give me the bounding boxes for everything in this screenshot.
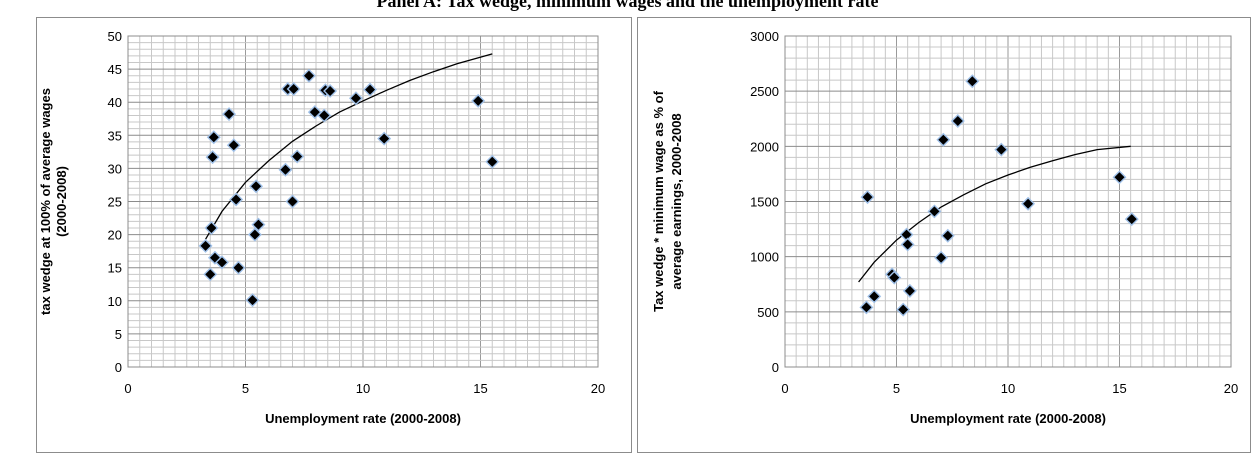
y-tick-label: 2000 (750, 139, 779, 154)
y-tick-label: 40 (108, 95, 122, 110)
y-tick-label: 50 (108, 29, 122, 44)
x-tick-label: 0 (781, 381, 788, 396)
data-point (286, 81, 301, 96)
data-point (1021, 196, 1036, 211)
chart-panel-right: 0 500 1000 1500 2000 2500 3000 0 5 10 15 20 Unemploy… (637, 17, 1251, 453)
data-point (231, 260, 246, 275)
y-tick-label: 15 (108, 261, 122, 276)
data-point (377, 131, 392, 146)
y-tick-label: 5 (115, 327, 122, 342)
data-point (203, 267, 218, 282)
data-point (222, 107, 237, 122)
data-point (900, 237, 915, 252)
data-point (206, 130, 221, 145)
y-tick-label: 1500 (750, 195, 779, 210)
page-title: Panel A: Tax wedge, minimum wages and th… (376, 0, 879, 11)
data-point (215, 255, 229, 270)
data-point (950, 113, 965, 128)
chart-panel-left: 0 5 10 15 20 25 30 35 40 45 50 0 5 10 15 20 Unemployment… (36, 17, 632, 453)
x-tick-label: 10 (1001, 381, 1015, 396)
x-tick-label: 5 (893, 381, 900, 396)
grid (784, 35, 1232, 368)
data-point (940, 228, 955, 243)
data-point (934, 250, 949, 265)
data-point (285, 194, 300, 209)
data-point (363, 82, 378, 97)
x-tick-label: 5 (242, 381, 249, 396)
y-tick-label: 3000 (750, 29, 779, 44)
data-point (226, 138, 241, 153)
x-tick-label: 0 (124, 381, 131, 396)
y-axis-title: Tax wedge * minimum wage as % of (651, 90, 666, 311)
y-tick-label: 25 (108, 195, 122, 210)
data-point (278, 162, 293, 177)
y-tick-label: 0 (772, 360, 779, 375)
data-point (317, 108, 332, 123)
y-tick-label: 20 (108, 228, 122, 243)
data-point (249, 179, 264, 194)
trendline (858, 145, 1131, 283)
data-point (348, 91, 363, 106)
data-point (1112, 170, 1127, 185)
grid (127, 35, 599, 368)
data-point (247, 227, 262, 242)
x-tick-label: 15 (1112, 381, 1126, 396)
data-point (867, 289, 882, 304)
scatter-chart-left: 0 5 10 15 20 25 30 35 40 45 50 0 5 10 15 20 Unemployment… (38, 29, 605, 426)
y-tick-label: 500 (757, 305, 779, 320)
data-point (896, 302, 911, 317)
y-tick-label: 2500 (750, 84, 779, 99)
y-tick-label: 30 (108, 161, 122, 176)
y-tick-label: 10 (108, 294, 122, 309)
data-point (245, 293, 260, 308)
x-tick-label: 10 (356, 381, 370, 396)
data-point (965, 74, 980, 89)
x-axis-title: Unemployment rate (2000-2008) (910, 411, 1106, 426)
x-tick-label: 15 (473, 381, 487, 396)
data-point (1124, 212, 1139, 227)
y-tick-label: 0 (115, 360, 122, 375)
x-tick-label: 20 (591, 381, 605, 396)
trendline (205, 53, 493, 240)
y-axis-title: (2000-2008) (54, 166, 69, 237)
data-point (229, 192, 244, 207)
data-point (251, 217, 266, 232)
data-point (902, 283, 917, 298)
y-tick-label: 45 (108, 62, 122, 77)
plot-area-border (784, 35, 1232, 368)
y-tick-label: 35 (108, 128, 122, 143)
plot-area-border (127, 35, 599, 368)
data-point (859, 300, 874, 315)
data-point (887, 270, 902, 285)
data-point (927, 204, 942, 219)
data-point (301, 68, 316, 83)
x-axis-title: Unemployment rate (2000-2008) (265, 411, 461, 426)
data-point (471, 93, 486, 108)
data-point (204, 220, 219, 235)
y-tick-label: 1000 (750, 250, 779, 265)
data-point (936, 132, 951, 147)
scatter-chart-right: 0 500 1000 1500 2000 2500 3000 0 5 10 15 20 Unemploy… (651, 29, 1238, 426)
data-point (860, 190, 875, 205)
data-point (290, 149, 305, 164)
y-axis-title: average earnings, 2000-2008 (669, 113, 684, 289)
data-point (198, 238, 213, 253)
data-point (485, 154, 500, 169)
data-point (994, 142, 1009, 157)
data-point (205, 150, 220, 165)
x-tick-label: 20 (1224, 381, 1238, 396)
y-axis-title: tax wedge at 100% of average wages (38, 88, 53, 315)
data-point (323, 83, 338, 98)
